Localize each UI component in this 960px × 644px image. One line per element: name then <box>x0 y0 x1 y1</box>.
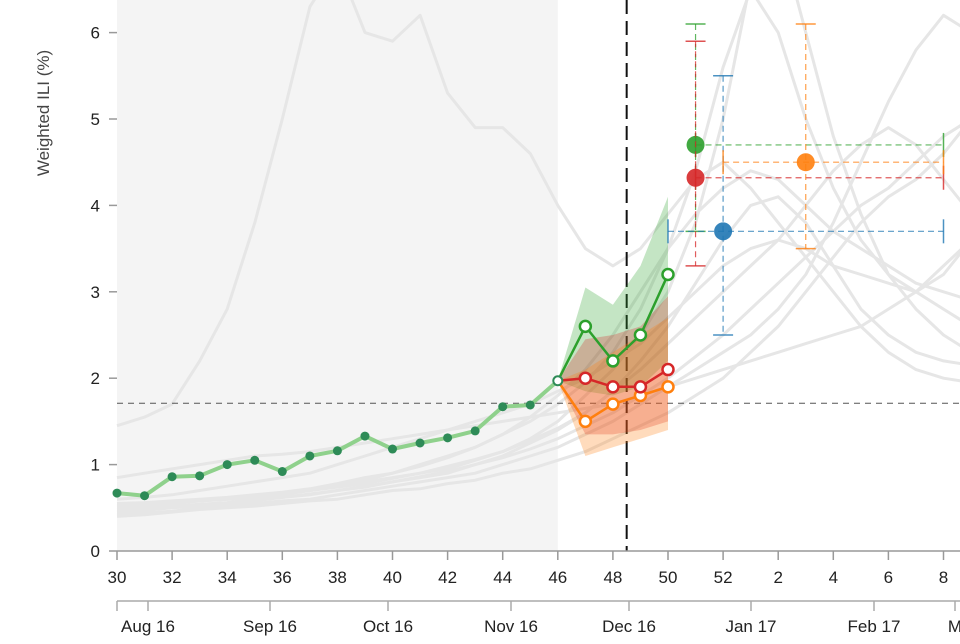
x-tick-label: 36 <box>273 568 292 587</box>
past-season-line <box>116 130 960 518</box>
x-tick-label: 44 <box>493 568 512 587</box>
y-tick-label: 3 <box>91 283 100 302</box>
x-tick-label: 38 <box>328 568 347 587</box>
x-tick-label: 30 <box>108 568 127 587</box>
y-tick-label: 1 <box>91 456 100 475</box>
observed-point <box>415 438 425 448</box>
observed-point <box>305 451 315 461</box>
x-tick-label: 34 <box>218 568 237 587</box>
observed-point <box>470 426 480 436</box>
y-tick-label: 5 <box>91 110 100 129</box>
history-shade <box>117 0 558 551</box>
observed-point <box>167 472 177 482</box>
peak-marker <box>686 168 705 187</box>
observed-point <box>112 488 122 498</box>
forecast-point <box>606 354 620 368</box>
peak-marker <box>796 153 815 172</box>
observed-point <box>498 402 508 412</box>
forecast-point <box>633 328 648 342</box>
date-tick-label: Dec 16 <box>602 617 656 636</box>
observed-point <box>388 444 397 454</box>
observed-point <box>250 455 260 465</box>
observed-point <box>443 433 453 443</box>
date-tick-label: Aug 16 <box>121 617 175 636</box>
confidence-band <box>557 196 668 396</box>
date-tick-label: Feb 17 <box>848 617 901 636</box>
forecast-point <box>606 380 620 394</box>
history-background <box>117 0 558 551</box>
x-tick-label: 40 <box>383 568 402 587</box>
observed-series <box>112 376 563 501</box>
y-axis-title: Weighted ILI (%) <box>34 50 53 176</box>
observed-point <box>222 460 232 470</box>
x-tick-label: 8 <box>939 568 948 587</box>
forecast-point <box>578 319 593 334</box>
observed-point <box>360 431 370 441</box>
reference-lines <box>117 0 960 551</box>
observed-point <box>195 471 205 481</box>
x-tick-label: 42 <box>438 568 457 587</box>
x-tick-label: 50 <box>659 568 678 587</box>
observed-point <box>140 491 150 501</box>
x-tick-label: 46 <box>548 568 567 587</box>
observed-point <box>525 400 535 410</box>
date-tick-label: Sep 16 <box>243 617 297 636</box>
forecast-point <box>578 371 593 385</box>
date-tick-label: Oct 16 <box>363 617 413 636</box>
forecast-series <box>552 267 675 429</box>
peak-marker <box>714 222 733 241</box>
forecast-start-point <box>552 375 564 387</box>
x-tick-label: 6 <box>884 568 893 587</box>
x-tick-label: 52 <box>714 568 733 587</box>
forecast-point <box>661 362 675 377</box>
past-season-line <box>116 13 960 517</box>
forecast-point <box>661 380 675 394</box>
observed-point <box>277 467 287 477</box>
past-season-line <box>116 238 960 501</box>
forecast-point <box>606 397 620 411</box>
forecast-point <box>633 380 648 394</box>
y-tick-label: 4 <box>91 196 100 215</box>
date-tick-label: Jan 17 <box>725 617 776 636</box>
date-tick-label: M <box>948 617 960 636</box>
date-tick-label: Nov 16 <box>484 617 538 636</box>
x-tick-label: 32 <box>163 568 182 587</box>
x-tick-label: 2 <box>773 568 782 587</box>
forecast-point <box>661 267 675 282</box>
observed-point <box>332 446 342 456</box>
forecast-point <box>578 414 593 429</box>
y-tick-label: 6 <box>91 24 100 43</box>
past-season-line <box>116 126 960 508</box>
y-tick-label: 0 <box>91 542 100 561</box>
y-tick-label: 2 <box>91 369 100 388</box>
x-tick-label: 4 <box>829 568 838 587</box>
x-tick-label: 48 <box>603 568 622 587</box>
peak-estimates <box>667 23 945 336</box>
past-season-line <box>116 124 960 511</box>
